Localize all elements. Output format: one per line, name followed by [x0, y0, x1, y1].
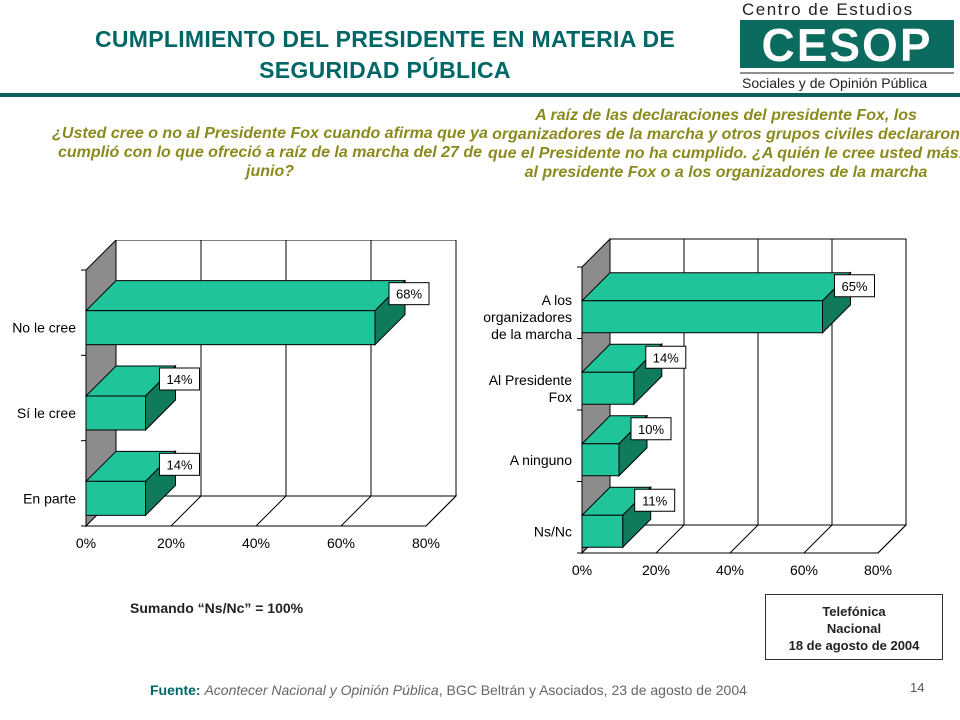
- x-floor-line: [255, 495, 287, 527]
- category-label-line: de la marcha: [491, 326, 572, 342]
- category-label: Sí le cree: [17, 405, 76, 421]
- category-label: En parte: [23, 490, 76, 506]
- bar: [581, 371, 635, 405]
- x-floor-line: [170, 495, 202, 527]
- category-label-line: A ninguno: [510, 452, 572, 468]
- category-label-line: organizadores: [483, 309, 572, 325]
- survey-scope: Nacional: [826, 621, 882, 636]
- category-label: Ns/Nc: [534, 523, 572, 539]
- data-label-box: [630, 417, 672, 441]
- page-title-line-1: CUMPLIMIENTO DEL PRESIDENTE EN MATERIA D…: [94, 26, 676, 52]
- x-floor-line: [877, 524, 907, 554]
- data-label: 68%: [396, 287, 422, 302]
- category-label-line: No le cree: [12, 320, 76, 336]
- logo-mark: CESOP: [761, 19, 932, 71]
- x-tick-label: 0%: [76, 535, 96, 551]
- data-label-box: [388, 282, 430, 306]
- category-label-line: Fox: [549, 389, 572, 405]
- bar: [85, 395, 146, 431]
- source-footnote: Fuente: Acontecer Nacional y Opinión Púb…: [150, 682, 747, 698]
- x-tick-label: 40%: [716, 562, 744, 578]
- x-floor-line: [803, 524, 833, 554]
- logo-line-1: Centro de Estudios: [742, 0, 914, 19]
- data-label: 14%: [653, 350, 679, 365]
- bar: [581, 514, 624, 548]
- x-tick-label: 80%: [864, 562, 892, 578]
- cesop-logo: Centro de Estudios CESOP Sociales y de O…: [740, 0, 954, 91]
- x-tick-label: 60%: [790, 562, 818, 578]
- page-number: 14: [910, 680, 925, 695]
- question-left: ¿Usted cree o no al Presidente Fox cuand…: [52, 125, 488, 180]
- title-divider: [0, 93, 960, 97]
- x-tick-label: 0%: [572, 562, 592, 578]
- x-tick-label: 20%: [642, 562, 670, 578]
- x-tick-label: 20%: [157, 535, 185, 551]
- question-right: A raíz de las declaraciones del presiden…: [488, 107, 960, 181]
- x-tick-label: 60%: [327, 535, 355, 551]
- category-label-line: En parte: [23, 490, 76, 506]
- category-label-line: Al Presidente: [489, 372, 572, 388]
- data-label-box: [645, 345, 687, 369]
- sum-note: Sumando “Ns/Nc” = 100%: [130, 600, 304, 616]
- data-label: 10%: [638, 422, 664, 437]
- category-label-line: Ns/Nc: [534, 523, 572, 539]
- data-label-box: [834, 274, 875, 298]
- data-label-box: [634, 488, 676, 512]
- survey-source-box: Telefónica Nacional 18 de agosto de 2004: [765, 594, 943, 660]
- x-floor-line: [340, 495, 372, 527]
- bar-top: [580, 272, 852, 302]
- bar-top: [84, 280, 407, 312]
- logo-line-2: Sociales y de Opinión Pública: [742, 75, 927, 91]
- footnote-source: Acontecer Nacional y Opinión Pública: [204, 682, 439, 698]
- bar: [581, 443, 620, 477]
- survey-date: 18 de agosto de 2004: [788, 638, 920, 653]
- x-floor-line: [655, 524, 685, 554]
- category-label: No le cree: [12, 320, 76, 336]
- chart-left: 0% 20% 40% 60% 80% 68% No le cree 14% Sí le cree…: [12, 240, 458, 551]
- category-label-line: A los: [542, 292, 572, 308]
- data-label-box: [159, 452, 200, 476]
- footnote-detail: , BGC Beltrán y Asociados, 23 de agosto …: [438, 682, 747, 698]
- category-label: A los organizadores de la marcha: [483, 292, 572, 342]
- bar: [85, 310, 376, 346]
- chart-right: 0% 20% 40% 60% 80% 65% A los organizadores de la…: [483, 237, 908, 578]
- data-label: 65%: [841, 279, 867, 294]
- x-floor-line: [729, 524, 759, 554]
- data-label: 14%: [166, 457, 192, 472]
- category-label: Al Presidente Fox: [489, 372, 572, 405]
- footnote-label: Fuente:: [150, 682, 201, 698]
- category-label: A ninguno: [510, 452, 572, 468]
- category-label-line: Sí le cree: [17, 405, 76, 421]
- data-label: 11%: [642, 493, 667, 508]
- data-label: 14%: [166, 372, 192, 387]
- data-label-box: [159, 367, 200, 391]
- x-floor-line: [425, 495, 457, 527]
- page-title: CUMPLIMIENTO DEL PRESIDENTE EN MATERIA D…: [40, 24, 730, 86]
- survey-type: Telefónica: [822, 604, 886, 619]
- x-tick-label: 80%: [412, 535, 440, 551]
- bar: [85, 480, 146, 516]
- page-title-line-2: SEGURIDAD PÚBLICA: [259, 57, 511, 83]
- bar: [581, 300, 823, 334]
- x-tick-label: 40%: [242, 535, 270, 551]
